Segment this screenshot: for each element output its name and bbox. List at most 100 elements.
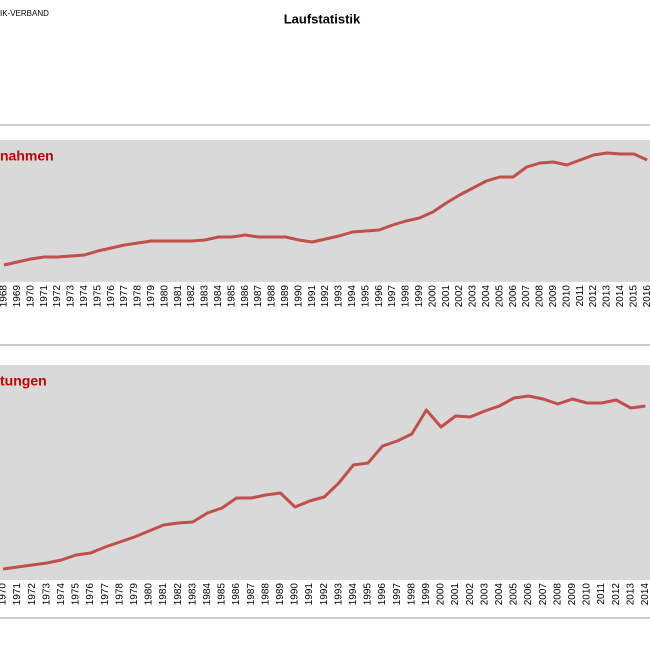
x-tick-label: 2002 [465,583,476,606]
x-tick-label: 1992 [319,583,330,606]
page-title: Laufstatistik [284,11,361,26]
x-tick-label: 2005 [494,285,505,308]
x-tick-label: 2006 [508,285,519,308]
x-tick-label: 1975 [71,583,82,606]
x-tick-label: 2005 [509,583,520,606]
x-tick-label: 2013 [602,285,613,308]
x-tick-label: 2007 [538,583,549,606]
x-tick-label: 1989 [275,583,286,606]
x-tick-label: 1993 [334,285,345,308]
x-tick-label: 2012 [588,285,599,308]
x-tick-label: 2004 [494,583,505,606]
x-tick-label: 1983 [187,583,198,606]
x-tick-label: 2011 [596,583,607,605]
x-tick-label: 1988 [267,285,278,308]
x-tick-label: 1994 [348,583,359,606]
x-tick-label: 1981 [173,285,184,308]
x-tick-label: 1997 [387,285,398,308]
x-tick-label: 1976 [85,583,96,606]
x-tick-label: 2015 [628,285,639,308]
x-tick-label: 2011 [575,285,586,307]
x-tick-label: 2012 [611,583,622,606]
x-tick-label: 1996 [374,285,385,308]
x-tick-label: 1974 [79,285,90,308]
x-tick-label: 1970 [25,285,36,308]
x-tick-label: 2000 [427,285,438,308]
line-series [2,394,646,571]
x-tick-label: 1989 [280,285,291,308]
x-tick-label: 1992 [320,285,331,308]
x-tick-label: 1993 [333,583,344,606]
x-tick-label: 1978 [114,583,125,606]
x-tick-label: 2007 [521,285,532,308]
x-tick-label: 1997 [392,583,403,606]
x-tick-label: 1974 [56,583,67,606]
x-tick-label: 1990 [293,285,304,308]
org-label: IK-VERBAND [0,9,49,18]
x-tick-label: 1998 [401,285,412,308]
x-tick-label: 1984 [213,285,224,308]
x-tick-label: 1977 [119,285,130,308]
x-tick-label: 1973 [41,583,52,606]
x-tick-label: 2006 [523,583,534,606]
x-tick-label: 1982 [173,583,184,606]
x-tick-label: 1972 [52,285,63,308]
x-tick-label: 2004 [481,285,492,308]
x-tick-label: 2003 [468,285,479,308]
x-tick-label: 2001 [450,583,461,606]
x-tick-label: 1985 [217,583,228,606]
x-tick-label: 1986 [231,583,242,606]
x-tick-label: 2008 [552,583,563,606]
x-tick-label: 1968 [0,285,10,308]
x-tick-label: 1999 [414,285,425,308]
line-series [3,151,648,267]
x-tick-label: 2009 [567,583,578,606]
x-tick-label: 2008 [535,285,546,308]
x-tick-label: 2000 [436,583,447,606]
x-tick-label: 1991 [304,583,315,606]
x-tick-label: 1971 [12,583,23,606]
x-tick-label: 1988 [260,583,271,606]
x-tick-label: 2009 [548,285,559,308]
x-tick-label: 1976 [106,285,117,308]
x-tick-label: 1980 [159,285,170,308]
x-tick-label: 2016 [642,285,650,308]
x-tick-label: 1970 [0,583,9,606]
plot-area [0,365,650,580]
x-tick-label: 2001 [441,285,452,308]
x-tick-label: 1994 [347,285,358,308]
x-tick-label: 1984 [202,583,213,606]
x-tick-label: 1995 [360,285,371,308]
x-tick-label: 1999 [421,583,432,606]
x-tick-label: 2002 [454,285,465,308]
x-tick-label: 1978 [133,285,144,308]
x-tick-label: 1995 [363,583,374,606]
x-tick-label: 2010 [561,285,572,308]
x-tick-label: 1982 [186,285,197,308]
x-tick-label: 2003 [479,583,490,606]
x-tick-label: 2013 [625,583,636,606]
x-tick-label: 1998 [406,583,417,606]
x-tick-label: 1980 [144,583,155,606]
x-tick-label: 1977 [100,583,111,606]
x-tick-label: 1981 [158,583,169,606]
x-tick-label: 1987 [246,583,257,606]
x-tick-label: 1983 [200,285,211,308]
x-tick-label: 1990 [290,583,301,606]
x-tick-label: 1972 [27,583,38,606]
x-tick-label: 1991 [307,285,318,308]
x-tick-label: 1979 [129,583,140,606]
x-tick-label: 1973 [66,285,77,308]
chart-title: nahmen [0,148,54,164]
x-tick-label: 1985 [226,285,237,308]
x-tick-label: 1979 [146,285,157,308]
x-tick-label: 1996 [377,583,388,606]
x-tick-label: 2010 [582,583,593,606]
x-tick-label: 1987 [253,285,264,308]
x-tick-label: 2014 [640,583,650,606]
chart-title: tungen [0,373,47,389]
x-tick-label: 1969 [12,285,23,308]
x-tick-label: 2014 [615,285,626,308]
x-tick-label: 1975 [92,285,103,308]
